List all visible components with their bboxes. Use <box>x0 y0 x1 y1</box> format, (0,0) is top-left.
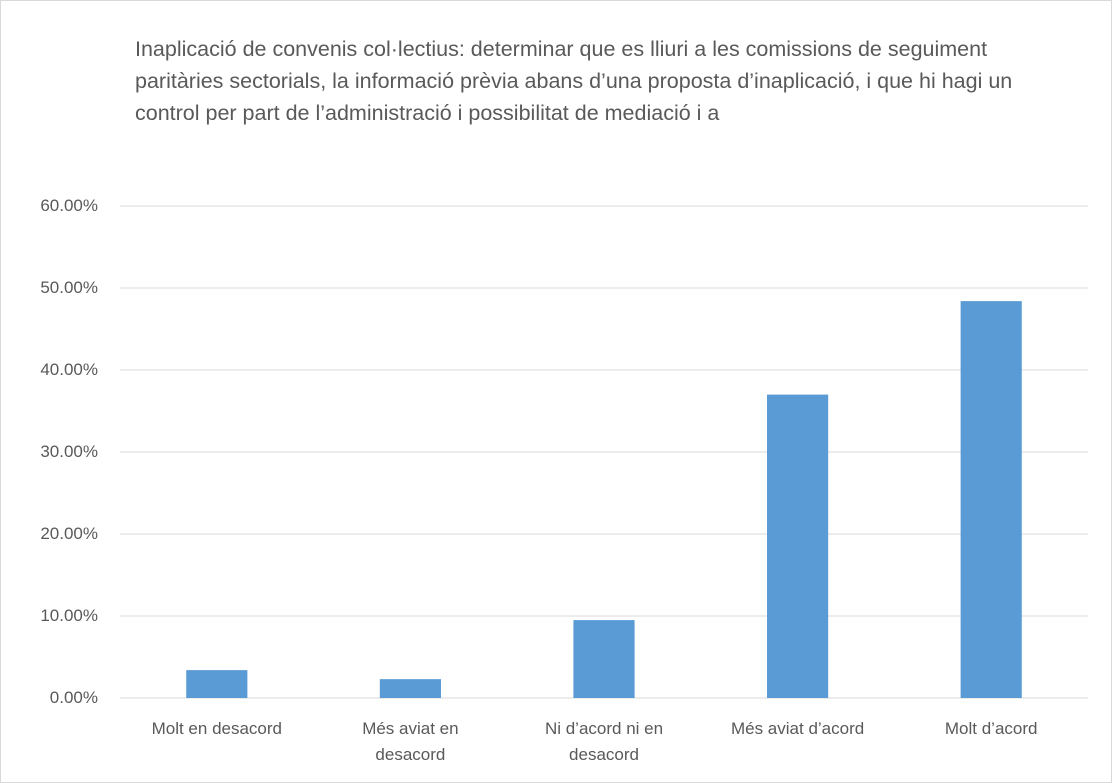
bar <box>186 670 248 698</box>
y-tick-label: 40.00% <box>40 360 98 379</box>
y-tick-label: 30.00% <box>40 442 98 461</box>
bar <box>379 679 441 698</box>
x-tick-label: Ni d’acord ni en desacord <box>544 719 664 764</box>
bar <box>960 301 1022 698</box>
bar <box>573 620 635 698</box>
x-tick-label: Molt en desacord <box>151 719 282 738</box>
y-tick-label: 60.00% <box>40 196 98 215</box>
y-tick-label: 20.00% <box>40 524 98 543</box>
x-tick-label: Molt d’acord <box>944 719 1038 738</box>
x-tick-label: Més aviat en desacord <box>362 719 459 764</box>
y-tick-label: 50.00% <box>40 278 98 297</box>
x-tick-label: Més aviat d’acord <box>730 719 865 738</box>
chart-title: Inaplicació de convenis col·lectius: det… <box>135 37 1013 125</box>
bar <box>767 394 829 698</box>
y-tick-label: 0.00% <box>49 688 98 707</box>
y-tick-label: 10.00% <box>40 606 98 625</box>
